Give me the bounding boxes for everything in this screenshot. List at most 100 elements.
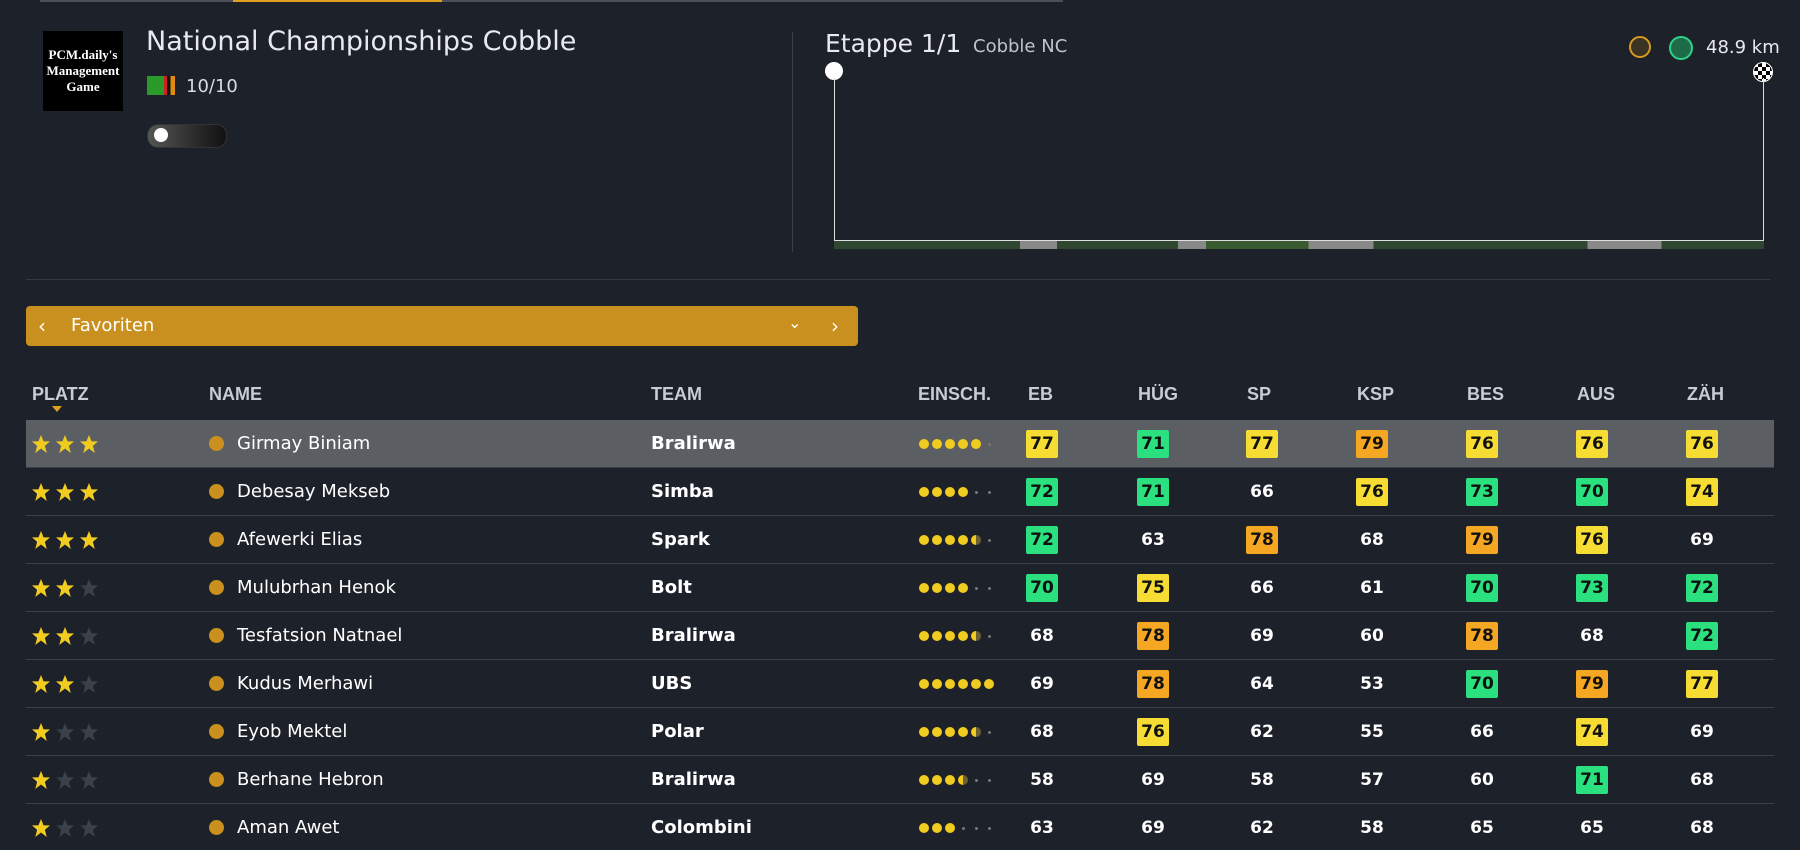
table-row[interactable] [26, 468, 1774, 516]
table-row[interactable] [26, 516, 1774, 564]
stat-cell: 65 [1470, 818, 1494, 838]
rider-name[interactable]: Kudus Merhawi [237, 673, 374, 694]
info-icon[interactable] [209, 580, 224, 595]
logo-text: PCM.daily's [48, 47, 118, 62]
info-icon[interactable] [209, 532, 224, 547]
star [80, 675, 98, 693]
logo-text: Management [46, 63, 120, 78]
stat-cell: 79 [1466, 526, 1498, 554]
column-header[interactable]: EB [1028, 384, 1054, 404]
stat-cell: 78 [1137, 670, 1169, 698]
stat-cell: 76 [1686, 430, 1718, 458]
star-icon [80, 675, 98, 693]
prev-arrow[interactable]: ‹ [38, 314, 46, 338]
info-icon[interactable] [209, 820, 224, 835]
form-dot [984, 679, 994, 689]
form-dot [919, 487, 929, 497]
stat-cell: 57 [1360, 770, 1384, 790]
star-icon [80, 819, 98, 837]
divider [792, 32, 793, 252]
form-dot [919, 823, 929, 833]
star-icon [32, 579, 50, 597]
separator [26, 279, 1770, 280]
star-icon [32, 771, 50, 789]
rider-name[interactable]: Girmay Biniam [237, 433, 371, 454]
form-dot [971, 535, 981, 545]
rider-name[interactable]: Eyob Mektel [237, 721, 348, 742]
stat-cell: 69 [1690, 530, 1714, 550]
rider-name[interactable]: Tesfatsion Natnael [237, 625, 403, 646]
rider-name[interactable]: Mulubrhan Henok [237, 577, 396, 598]
table-row[interactable] [26, 660, 1774, 708]
stat-cell: 76 [1576, 526, 1608, 554]
stat-cell: 76 [1356, 478, 1388, 506]
profile-start-line [834, 78, 835, 248]
stat-cell: 75 [1137, 574, 1169, 602]
stat-cell: 68 [1580, 626, 1604, 646]
star [80, 579, 98, 597]
form-dot [958, 487, 968, 497]
stat-cell: 74 [1576, 718, 1608, 746]
form-dot [974, 490, 978, 494]
info-icon[interactable] [209, 724, 224, 739]
stat-cell: 77 [1026, 430, 1058, 458]
column-header[interactable]: HÜG [1138, 384, 1178, 404]
rider-name[interactable]: Afewerki Elias [237, 529, 363, 550]
star [32, 531, 50, 549]
team-name: Colombini [651, 817, 752, 838]
star-icon [32, 627, 50, 645]
form-dot [974, 586, 978, 590]
stat-cell: 69 [1250, 626, 1274, 646]
column-header[interactable]: PLATZ [32, 384, 89, 404]
info-icon[interactable] [209, 676, 224, 691]
info-icon[interactable] [209, 484, 224, 499]
stat-cell: 73 [1576, 574, 1608, 602]
form-dot [919, 775, 929, 785]
table-row[interactable] [26, 708, 1774, 756]
column-header[interactable]: EINSCH. [918, 384, 992, 404]
table-row[interactable] [26, 756, 1774, 804]
stat-cell: 76 [1576, 430, 1608, 458]
rider-name[interactable]: Aman Awet [237, 817, 340, 838]
column-header[interactable]: AUS [1577, 384, 1616, 404]
filter-dropdown[interactable] [26, 306, 858, 346]
star-icon [32, 819, 50, 837]
rider-name[interactable]: Berhane Hebron [237, 769, 384, 790]
info-icon[interactable] [209, 436, 224, 451]
column-header[interactable]: KSP [1357, 384, 1395, 404]
table-row[interactable] [26, 612, 1774, 660]
stat-cell: 58 [1360, 818, 1384, 838]
stat-cell: 58 [1250, 770, 1274, 790]
column-header[interactable]: BES [1467, 384, 1505, 404]
stat-cell: 61 [1360, 578, 1384, 598]
star-icon [56, 723, 74, 741]
dropdown-arrow[interactable]: ⌄ [788, 313, 802, 332]
stat-cell: 77 [1246, 430, 1278, 458]
table-row[interactable] [26, 564, 1774, 612]
profile-strip [834, 240, 1764, 249]
column-header[interactable]: NAME [209, 384, 262, 404]
form-dot [974, 826, 978, 830]
star [80, 771, 98, 789]
star [56, 483, 74, 501]
form-dot [945, 487, 955, 497]
column-header[interactable]: SP [1247, 384, 1272, 404]
start-marker [825, 62, 843, 80]
column-header[interactable]: ZÄH [1687, 384, 1724, 404]
rider-name[interactable]: Debesay Mekseb [237, 481, 391, 502]
form-dot [987, 730, 991, 734]
form-dot [932, 439, 942, 449]
info-icon[interactable] [209, 772, 224, 787]
stat-cell: 69 [1141, 770, 1165, 790]
form-dot [958, 439, 968, 449]
info-icon[interactable] [209, 628, 224, 643]
stat-cell: 73 [1466, 478, 1498, 506]
column-header[interactable]: TEAM [651, 384, 702, 404]
stat-cell: 60 [1470, 770, 1494, 790]
star [80, 483, 98, 501]
stat-cell: 53 [1360, 674, 1384, 694]
next-arrow[interactable]: › [831, 314, 839, 338]
stat-cell: 76 [1137, 718, 1169, 746]
form-dot [987, 538, 991, 542]
team-name: Simba [651, 481, 714, 502]
